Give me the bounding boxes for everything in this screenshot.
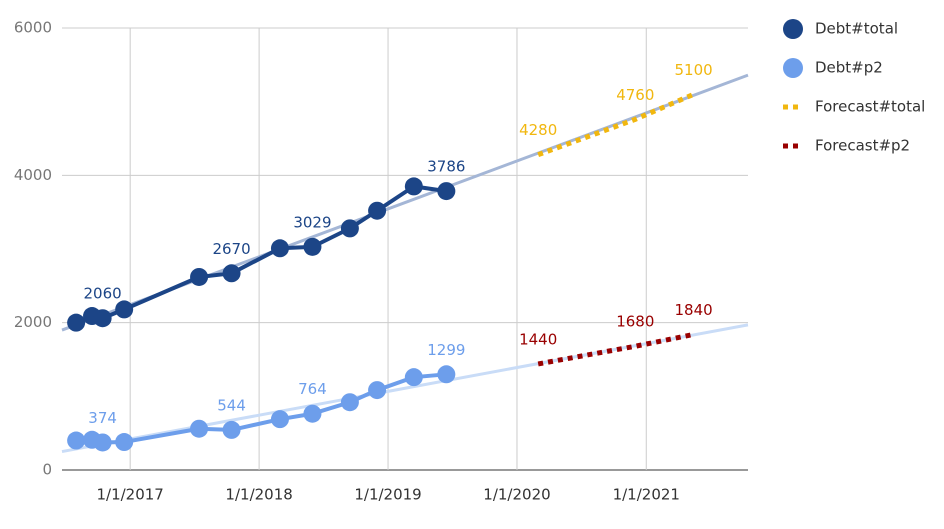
data-label: 2060 (84, 285, 122, 303)
data-label: 2670 (212, 240, 250, 258)
data-label: 1299 (427, 341, 465, 359)
data-label: 1440 (519, 330, 557, 348)
marker (270, 239, 289, 258)
legend-swatch (783, 19, 803, 39)
trendline (61, 323, 749, 454)
marker (93, 433, 112, 452)
series-line (76, 372, 447, 445)
marker (368, 381, 387, 400)
marker (222, 264, 241, 283)
data-label: 1840 (675, 301, 713, 319)
data-label: 544 (217, 396, 246, 414)
marker (115, 300, 134, 319)
x-tick-label: 1/1/2017 (96, 486, 163, 504)
series-line (537, 332, 695, 367)
marker (303, 237, 322, 256)
marker (270, 410, 289, 429)
marker (67, 431, 86, 450)
y-tick-label: 6000 (14, 19, 52, 37)
legend-label: Forecast#p2 (815, 137, 910, 155)
marker (190, 267, 209, 286)
marker (222, 420, 241, 439)
marker (93, 309, 112, 328)
data-label: 3029 (293, 213, 331, 231)
x-tick-label: 1/1/2018 (225, 486, 292, 504)
marker (404, 177, 423, 196)
marker (115, 433, 134, 452)
marker (368, 201, 387, 220)
data-label: 4280 (519, 121, 557, 139)
marker (190, 419, 209, 438)
x-tick-label: 1/1/2019 (354, 486, 421, 504)
data-label: 374 (88, 409, 117, 427)
marker (303, 404, 322, 423)
x-tick-label: 1/1/2021 (613, 486, 680, 504)
marker (340, 393, 359, 412)
data-label: 3786 (427, 158, 465, 176)
y-tick-label: 2000 (14, 313, 52, 331)
legend-label: Forecast#total (815, 98, 925, 116)
x-tick-label: 1/1/2020 (483, 486, 550, 504)
y-tick-label: 4000 (14, 166, 52, 184)
data-label: 764 (298, 380, 327, 398)
marker (340, 219, 359, 238)
data-label: 4760 (616, 86, 654, 104)
marker (67, 313, 86, 332)
data-label: 1680 (616, 313, 654, 331)
series-line (537, 92, 695, 158)
y-tick-label: 0 (42, 461, 52, 479)
data-label: 5100 (675, 61, 713, 79)
marker (437, 182, 456, 201)
legend-label: Debt#p2 (815, 59, 883, 77)
marker (437, 365, 456, 384)
grid (62, 27, 748, 471)
legend-label: Debt#total (815, 20, 898, 38)
marker (404, 368, 423, 387)
legend-swatch (783, 58, 803, 78)
